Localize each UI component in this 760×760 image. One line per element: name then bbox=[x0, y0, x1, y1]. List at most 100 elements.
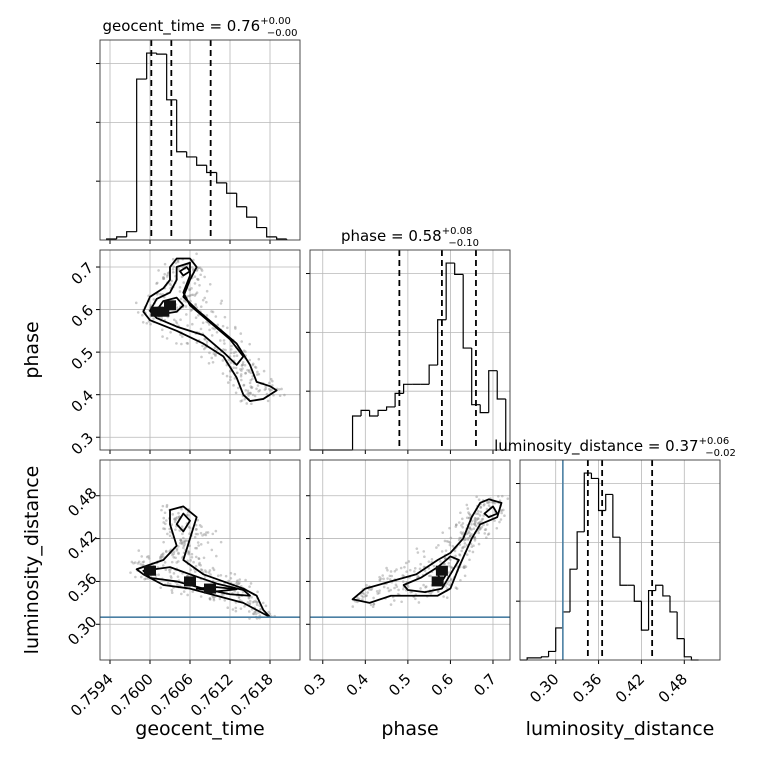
sample-point bbox=[250, 402, 253, 406]
sample-point bbox=[171, 257, 175, 261]
sample-point bbox=[247, 370, 251, 373]
sample-point bbox=[161, 276, 165, 279]
sample-point bbox=[200, 525, 203, 528]
sample-point bbox=[232, 366, 236, 369]
sample-point bbox=[175, 342, 178, 345]
sample-point bbox=[442, 595, 445, 598]
sample-point bbox=[246, 368, 249, 372]
sample-point bbox=[139, 562, 143, 566]
sample-point bbox=[473, 537, 477, 540]
sample-point bbox=[378, 589, 381, 592]
sample-point bbox=[195, 269, 199, 272]
sample-point bbox=[413, 567, 417, 570]
sample-point bbox=[208, 569, 212, 572]
sample-point bbox=[198, 561, 201, 565]
sample-point bbox=[165, 503, 169, 507]
sample-point bbox=[471, 550, 475, 554]
sample-point bbox=[170, 591, 174, 595]
sample-point bbox=[395, 568, 398, 571]
sample-point bbox=[229, 348, 233, 351]
density-contour bbox=[195, 586, 238, 593]
sample-point bbox=[134, 301, 138, 305]
sample-point bbox=[247, 394, 250, 397]
sample-point bbox=[200, 269, 204, 272]
sample-point bbox=[258, 388, 262, 392]
sample-point bbox=[250, 386, 254, 389]
sample-point bbox=[427, 574, 431, 578]
sample-point bbox=[267, 610, 270, 614]
sample-point bbox=[361, 598, 364, 601]
sample-point bbox=[445, 539, 449, 543]
sample-point bbox=[496, 494, 500, 498]
sample-point bbox=[177, 552, 180, 556]
sample-point bbox=[170, 279, 173, 283]
sample-point bbox=[196, 278, 200, 281]
sample-point bbox=[194, 555, 198, 559]
sample-point bbox=[461, 531, 465, 534]
sample-point bbox=[157, 573, 160, 576]
panel-frame bbox=[99, 459, 301, 661]
sample-point bbox=[463, 574, 467, 578]
hist-bar bbox=[633, 585, 642, 602]
sample-point bbox=[251, 363, 255, 367]
sample-point bbox=[216, 574, 220, 578]
sample-point bbox=[145, 555, 149, 559]
sample-point bbox=[388, 578, 392, 581]
sample-point bbox=[220, 299, 224, 303]
sample-point bbox=[215, 554, 218, 558]
sample-point bbox=[415, 547, 419, 550]
sample-point bbox=[470, 528, 473, 531]
sample-point bbox=[401, 574, 405, 577]
sample-point bbox=[272, 393, 275, 397]
sample-point bbox=[472, 544, 475, 548]
sample-point bbox=[203, 338, 207, 341]
sample-point bbox=[172, 318, 176, 322]
hist-bar bbox=[206, 165, 217, 174]
sample-point bbox=[237, 595, 241, 598]
sample-point bbox=[235, 580, 239, 584]
sample-point bbox=[204, 533, 208, 537]
sample-point bbox=[249, 371, 253, 375]
sample-point bbox=[473, 519, 476, 522]
sample-point bbox=[185, 341, 189, 345]
sample-point bbox=[448, 526, 451, 530]
sample-point bbox=[170, 560, 174, 564]
sample-point bbox=[447, 561, 451, 565]
density-contour bbox=[135, 505, 271, 619]
sample-point bbox=[215, 330, 219, 334]
x-axis-label: geocent_time bbox=[135, 718, 264, 740]
sample-point bbox=[220, 593, 224, 597]
density-contour bbox=[149, 261, 245, 366]
sample-point bbox=[195, 528, 198, 531]
sample-point bbox=[173, 517, 176, 521]
sample-point bbox=[190, 287, 193, 290]
sample-point bbox=[242, 349, 246, 353]
sample-point bbox=[468, 526, 471, 530]
sample-point bbox=[200, 267, 203, 271]
sample-point bbox=[392, 599, 396, 602]
sample-point bbox=[437, 543, 440, 547]
sample-point bbox=[248, 602, 252, 605]
sample-point bbox=[184, 539, 188, 542]
sample-point bbox=[381, 574, 384, 577]
sample-point bbox=[222, 339, 226, 342]
hist-bar bbox=[488, 370, 498, 413]
sample-point bbox=[208, 323, 211, 326]
sample-point bbox=[407, 560, 411, 563]
sample-point bbox=[477, 498, 481, 501]
hist-bar bbox=[437, 319, 447, 366]
sample-point bbox=[256, 384, 260, 387]
sample-point bbox=[236, 591, 240, 594]
sample-point bbox=[144, 577, 148, 580]
hist-bar bbox=[612, 494, 620, 538]
sample-point bbox=[252, 612, 255, 616]
sample-point bbox=[472, 527, 476, 531]
sample-point bbox=[221, 359, 225, 362]
sample-point bbox=[461, 546, 465, 549]
sample-point bbox=[267, 387, 271, 391]
sample-point bbox=[268, 389, 272, 392]
sample-point bbox=[179, 538, 183, 542]
sample-point bbox=[448, 564, 451, 568]
sample-point bbox=[172, 550, 176, 554]
